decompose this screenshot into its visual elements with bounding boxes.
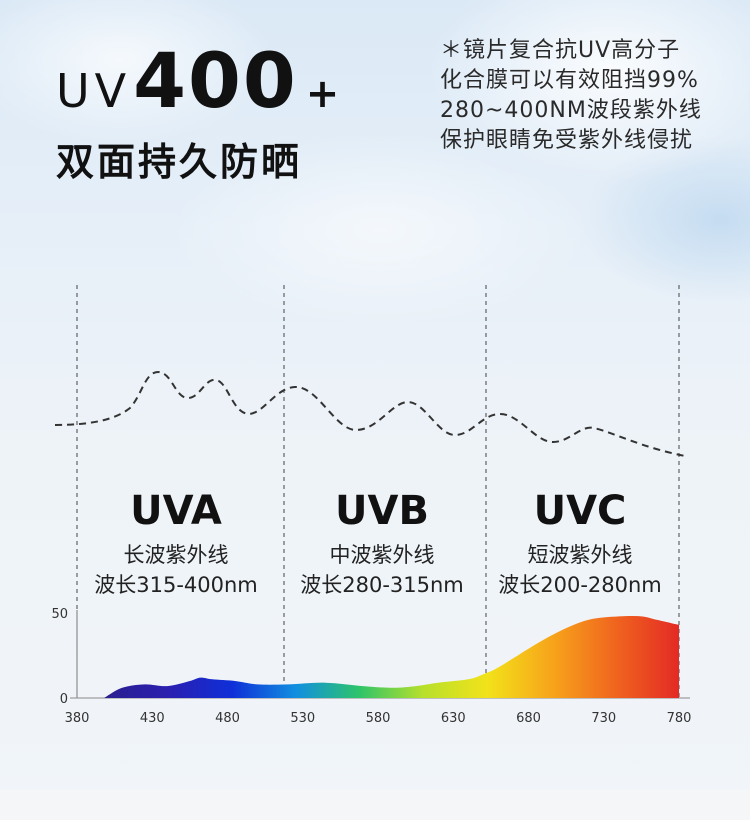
y-tick-label: 0 — [60, 692, 68, 707]
x-tick-label: 730 — [591, 711, 616, 726]
band-range: 波长200-280nm — [498, 573, 662, 597]
band-info-uvb: 中波紫外线 波长280-315nm — [272, 540, 492, 600]
uv-plus: + — [305, 71, 340, 117]
x-tick-label: 630 — [441, 711, 466, 726]
y-tick-label: 50 — [51, 607, 68, 622]
x-tick-label: 480 — [215, 711, 240, 726]
note-line: 保护眼睛免受紫外线侵扰 — [440, 128, 694, 153]
band-info-uvc: 短波紫外线 波长200-280nm — [470, 540, 690, 600]
headline-subtitle: 双面持久防晒 — [56, 140, 303, 184]
band-title-uva: UVA — [130, 488, 222, 534]
uv-number: 400 — [133, 36, 298, 125]
x-tick-label: 530 — [290, 711, 315, 726]
band-range: 波长280-315nm — [300, 573, 464, 597]
note-line: 化合膜可以有效阻挡99% — [440, 68, 699, 93]
frosted-background — [0, 0, 750, 420]
band-info-uva: 长波紫外线 波长315-400nm — [66, 540, 286, 600]
x-tick-label: 780 — [667, 711, 692, 726]
band-range: 波长315-400nm — [94, 573, 258, 597]
x-tick-label: 580 — [366, 711, 391, 726]
spectrum-area — [104, 615, 680, 698]
band-name: 短波紫外线 — [527, 543, 633, 567]
bottom-strip — [0, 790, 750, 820]
band-name: 中波紫外线 — [329, 543, 435, 567]
notes-block: ＊镜片复合抗UV高分子 化合膜可以有效阻挡99% 280~400NM波段紫外线 … — [440, 36, 702, 156]
uv400-title: UV 400 + — [56, 36, 339, 125]
uv-prefix: UV — [56, 64, 132, 118]
note-line: ＊镜片复合抗UV高分子 — [440, 38, 681, 63]
x-tick-label: 380 — [65, 711, 90, 726]
headline: UV 400 + 双面持久防晒 — [56, 36, 339, 186]
band-title-uvb: UVB — [335, 488, 429, 534]
band-title-uvc: UVC — [533, 488, 627, 534]
dashed-wave-curve — [54, 370, 686, 457]
x-tick-label: 430 — [140, 711, 165, 726]
x-tick-label: 680 — [516, 711, 541, 726]
note-line: 280~400NM波段紫外线 — [440, 98, 702, 123]
band-name: 长波紫外线 — [123, 543, 229, 567]
